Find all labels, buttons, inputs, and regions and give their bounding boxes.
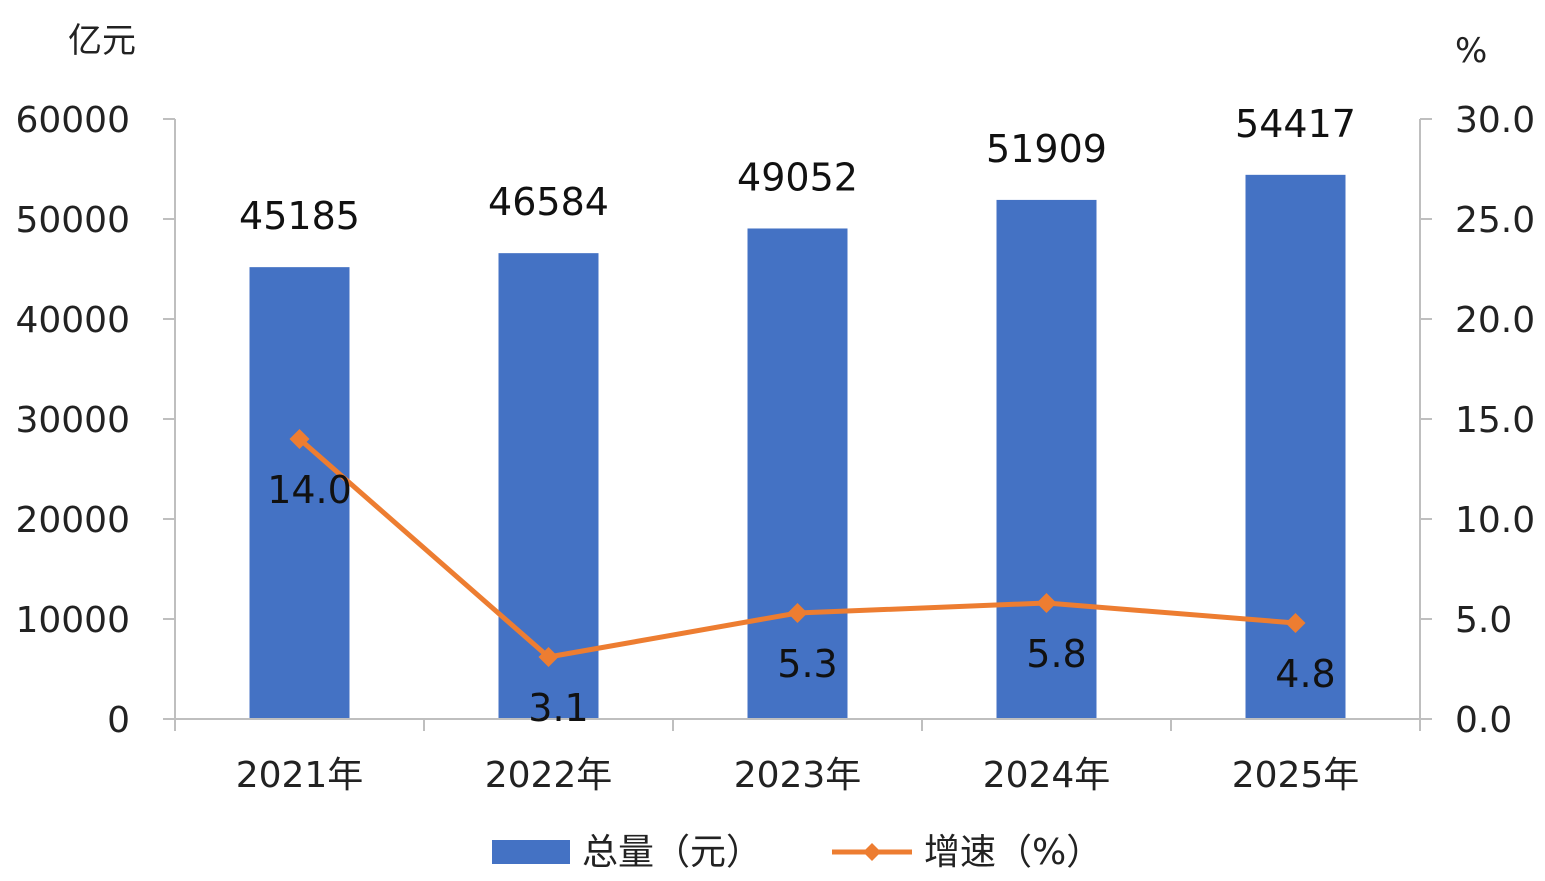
right-axis-tick-label: 25.0	[1455, 200, 1535, 241]
bar-value-label: 51909	[986, 127, 1107, 171]
growth-value-label: 14.0	[267, 468, 352, 512]
x-axis-category-label: 2024年	[983, 755, 1111, 796]
bar-value-label: 46584	[488, 180, 609, 224]
bar	[1245, 174, 1346, 719]
bar-value-label: 45185	[239, 194, 360, 238]
right-axis-tick-label: 5.0	[1455, 600, 1512, 641]
growth-value-label: 5.8	[1026, 632, 1086, 676]
bars-layer	[249, 174, 1346, 720]
axes-layer: 0 10000 20000 30000 40000 50000 60000 0.0 5.0 10.…	[15, 100, 1535, 796]
bar	[747, 228, 848, 720]
growth-point-marker	[1285, 613, 1306, 633]
right-axis-tick-label: 10.0	[1455, 500, 1535, 541]
bar	[249, 267, 350, 719]
left-axis-unit: 亿元	[68, 21, 136, 61]
growth-point-marker	[1036, 593, 1057, 613]
growth-point-marker	[289, 429, 310, 449]
line-layer	[289, 429, 1306, 667]
bar	[498, 253, 599, 719]
left-axis-tick-label: 50000	[15, 200, 130, 241]
right-axis-tick-label: 20.0	[1455, 300, 1535, 341]
right-axis-tick-label: 15.0	[1455, 400, 1535, 441]
legend-bar-swatch	[492, 840, 570, 864]
legend-line-label: 增速（%）	[924, 832, 1102, 873]
left-axis-tick-label: 20000	[15, 500, 130, 541]
growth-point-marker	[538, 647, 559, 667]
left-axis-tick-label: 10000	[15, 600, 130, 641]
left-axis-tick-label: 60000	[15, 100, 130, 141]
x-axis-category-label: 2022年	[485, 755, 613, 796]
bar-value-label: 54417	[1235, 102, 1356, 146]
growth-value-label: 5.3	[777, 642, 837, 686]
right-axis-tick-label: 30.0	[1455, 100, 1535, 141]
x-axis-category-label: 2021年	[236, 755, 364, 796]
left-axis-tick-label: 30000	[15, 400, 130, 441]
growth-value-label: 3.1	[528, 686, 588, 730]
labels-layer: 45185 46584 49052 51909 54417 14.0 3.1 5.3 5.8 4.…	[239, 102, 1356, 730]
growth-point-marker	[787, 603, 808, 623]
bar-value-label: 49052	[737, 155, 858, 199]
left-axis-tick-label: 40000	[15, 300, 130, 341]
right-axis-tick-label: 0.0	[1455, 700, 1512, 741]
left-axis-tick-label: 0	[107, 700, 130, 741]
legend-line-marker	[863, 843, 881, 861]
legend-bar-label: 总量（元）	[582, 832, 762, 873]
growth-value-label: 4.8	[1275, 652, 1335, 696]
x-axis-category-label: 2025年	[1232, 755, 1360, 796]
bar	[996, 199, 1097, 719]
legend: 总量（元） 增速（%）	[492, 832, 1102, 873]
right-axis-unit: %	[1455, 31, 1487, 71]
x-axis-category-label: 2023年	[734, 755, 862, 796]
